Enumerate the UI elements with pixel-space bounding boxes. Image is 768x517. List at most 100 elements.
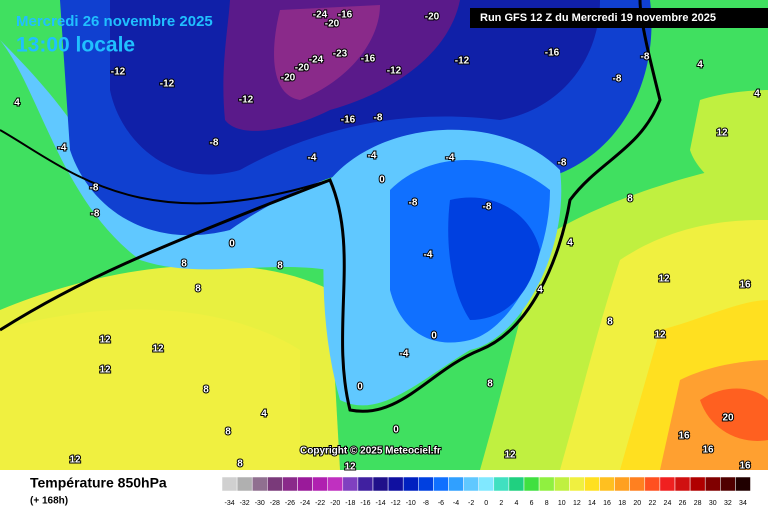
legend-label: -34 — [224, 500, 234, 507]
legend-label: 6 — [530, 500, 534, 507]
legend-swatch — [569, 476, 585, 492]
isotherm-label: 4 — [567, 238, 573, 249]
legend-label: -28 — [270, 500, 280, 507]
legend-label: -20 — [330, 500, 340, 507]
isotherm-label: -24 — [313, 10, 328, 21]
legend-label: -32 — [240, 500, 250, 507]
legend-label: 20 — [633, 500, 641, 507]
legend-swatch — [735, 476, 751, 492]
footer-title: Température 850hPa — [30, 475, 167, 491]
legend-label: -16 — [360, 500, 370, 507]
isotherm-label: 12 — [716, 128, 728, 139]
isotherm-label: 16 — [739, 280, 751, 291]
isotherm-label: 0 — [379, 175, 385, 186]
isotherm-label: -8 — [210, 138, 219, 149]
legend-swatch — [659, 476, 676, 492]
isotherm-label: 8 — [195, 284, 201, 295]
legend-swatch — [297, 476, 313, 492]
legend-label: -22 — [315, 500, 325, 507]
isotherm-label: -12 — [111, 67, 126, 78]
isotherm-label: 20 — [722, 413, 734, 424]
legend-swatch — [523, 476, 540, 492]
isotherm-label: 12 — [654, 330, 666, 341]
isotherm-label: 4 — [697, 60, 703, 71]
isotherm-label: 8 — [203, 385, 209, 396]
legend-label: -26 — [285, 500, 295, 507]
isotherm-label: 12 — [69, 455, 81, 466]
legend-label: 28 — [694, 500, 702, 507]
isotherm-label: 8 — [237, 459, 243, 470]
isotherm-label: -4 — [424, 250, 433, 261]
isotherm-label: -4 — [400, 349, 409, 360]
legend-label: 30 — [709, 500, 717, 507]
legend-swatch — [704, 476, 721, 492]
isotherm-label: -12 — [239, 95, 254, 106]
isotherm-label: 12 — [504, 450, 516, 461]
time: 13:00 locale — [16, 34, 135, 57]
legend-label: 4 — [514, 500, 518, 507]
legend-swatch — [689, 476, 706, 492]
legend-swatch — [236, 476, 253, 492]
legend-label: -24 — [300, 500, 310, 507]
legend-label: -6 — [438, 500, 444, 507]
isotherm-label: -8 — [641, 52, 650, 63]
isotherm-label: 12 — [99, 335, 111, 346]
legend-swatch — [418, 476, 434, 492]
isotherm-label: -12 — [455, 56, 470, 67]
legend-swatch — [720, 476, 736, 492]
legend-swatch — [372, 476, 389, 492]
isotherm-label: 8 — [181, 259, 187, 270]
isotherm-label: 8 — [607, 317, 613, 328]
legend-label: 34 — [739, 500, 747, 507]
legend-swatch — [629, 476, 646, 492]
isotherm-label: -4 — [58, 143, 67, 154]
isotherm-label: 0 — [229, 239, 235, 250]
legend-label: 26 — [679, 500, 687, 507]
isotherm-label: -20 — [325, 19, 340, 30]
isotherm-label: 8 — [627, 194, 633, 205]
isotherm-label: -24 — [309, 55, 324, 66]
legend-swatch — [221, 476, 238, 492]
legend-label: 18 — [618, 500, 626, 507]
run-info: Run GFS 12 Z du Mercredi 19 novembre 202… — [480, 12, 716, 24]
isotherm-label: -20 — [281, 73, 296, 84]
isotherm-label: -8 — [558, 158, 567, 169]
legend-swatch — [614, 476, 630, 492]
legend-swatch — [674, 476, 691, 492]
legend-swatch — [448, 476, 464, 492]
legend-swatch — [599, 476, 615, 492]
isotherm-label: -8 — [483, 202, 492, 213]
legend-swatch — [342, 476, 359, 492]
legend-swatch — [493, 476, 510, 492]
legend-label: 22 — [648, 500, 656, 507]
legend-label: -4 — [453, 500, 459, 507]
legend-swatch — [584, 476, 600, 492]
isotherm-label: 4 — [537, 285, 543, 296]
isotherm-label: -8 — [374, 113, 383, 124]
legend-label: 8 — [545, 500, 549, 507]
isotherm-label: -4 — [308, 153, 317, 164]
date: Mercredi 26 novembre 2025 — [16, 13, 213, 30]
legend-swatch — [644, 476, 661, 492]
isotherm-label: 16 — [702, 445, 714, 456]
isotherm-label: 8 — [225, 427, 231, 438]
legend-label: 0 — [484, 500, 488, 507]
legend-label: -2 — [468, 500, 474, 507]
isotherm-label: 16 — [739, 461, 751, 472]
legend-label: -10 — [406, 500, 416, 507]
isotherm-label: -4 — [446, 153, 455, 164]
legend-label: -14 — [375, 500, 385, 507]
isotherm-label: -23 — [333, 49, 348, 60]
legend-label: 2 — [499, 500, 503, 507]
copyright: Copyright © 2025 Meteociel.fr — [300, 446, 441, 457]
isotherm-label: 4 — [14, 98, 20, 109]
legend-swatch — [282, 476, 298, 492]
isotherm-label: 8 — [487, 379, 493, 390]
isotherm-label: 12 — [658, 274, 670, 285]
isotherm-label: -8 — [91, 209, 100, 220]
isotherm-label: 4 — [754, 89, 760, 100]
isotherm-label: 8 — [277, 261, 283, 272]
legend-swatch — [463, 476, 479, 492]
legend-label: 10 — [558, 500, 566, 507]
legend-swatch — [387, 476, 404, 492]
